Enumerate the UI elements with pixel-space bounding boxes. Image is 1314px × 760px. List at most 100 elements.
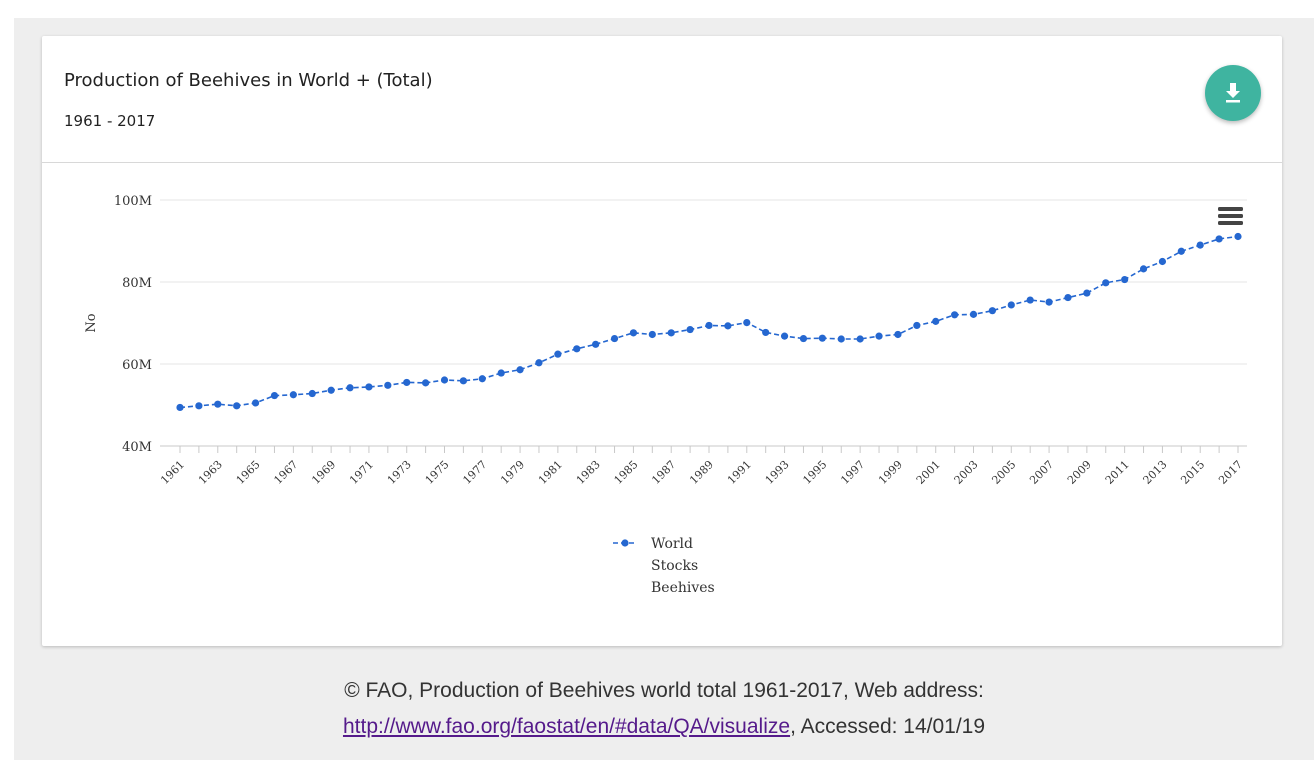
legend-marker	[621, 539, 629, 547]
x-tick-label: 1997	[838, 458, 867, 487]
data-point	[535, 359, 543, 367]
x-tick-label: 1985	[612, 458, 641, 487]
data-point	[176, 403, 184, 412]
download-button[interactable]	[1205, 65, 1261, 121]
caption-line-2: http://www.fao.org/faostat/en/#data/QA/v…	[14, 709, 1314, 745]
data-point	[1026, 296, 1034, 304]
line-chart: 40M 60M 80M 100M No 1961 1963 1965 1967 1969 1971…	[84, 194, 1247, 596]
data-point	[932, 317, 940, 325]
x-tick-label: 1973	[385, 458, 414, 487]
data-point	[1158, 257, 1167, 266]
data-point	[403, 378, 411, 387]
y-axis: 40M 60M 80M 100M No	[84, 194, 152, 455]
data-point	[440, 376, 449, 384]
data-point	[1045, 298, 1053, 306]
data-point	[308, 389, 316, 398]
data-point	[743, 318, 751, 327]
data-point	[516, 366, 524, 374]
data-point	[365, 383, 373, 391]
chart-title: Production of Beehives in World + (Total…	[64, 70, 433, 91]
data-point	[1102, 279, 1110, 287]
data-point	[554, 350, 562, 358]
x-tick-label: 1989	[687, 458, 716, 487]
x-tick-label: 1991	[725, 458, 754, 487]
data-point	[837, 335, 845, 343]
data-point	[762, 328, 770, 337]
x-tick-label: 1975	[423, 458, 452, 487]
x-axis: 1961 1963 1965 1967 1969 1971 1973 1975 1977 1979…	[158, 446, 1245, 487]
data-point	[686, 325, 694, 334]
x-tick-label: 1969	[309, 458, 338, 487]
data-point	[195, 402, 203, 410]
hamburger-menu-icon[interactable]	[1218, 207, 1243, 225]
data-point	[913, 321, 921, 330]
x-tick-label: 2003	[952, 458, 981, 487]
data-point	[1196, 241, 1204, 249]
data-point	[875, 332, 883, 340]
data-point	[270, 391, 279, 400]
data-point	[610, 334, 619, 343]
data-point	[818, 334, 826, 342]
data-point	[459, 377, 467, 385]
legend[interactable]: World Stocks Beehives	[613, 536, 715, 596]
data-point	[422, 379, 430, 387]
x-tick-label: 1965	[234, 458, 263, 487]
card-header: Production of Beehives in World + (Total…	[42, 36, 1282, 163]
y-tick-label: 100M	[114, 194, 152, 209]
data-point	[648, 330, 656, 339]
series-world-stocks-beehives	[176, 232, 1242, 412]
legend-label: Beehives	[651, 580, 715, 596]
x-tick-label: 2011	[1103, 458, 1132, 487]
data-point	[629, 329, 638, 337]
data-point	[384, 381, 392, 389]
data-point	[478, 375, 486, 383]
data-point	[951, 311, 959, 319]
data-point	[573, 345, 581, 353]
data-point	[894, 330, 902, 339]
source-link[interactable]: http://www.fao.org/faostat/en/#data/QA/v…	[342, 715, 791, 738]
data-point	[1121, 275, 1129, 284]
y-axis-title: No	[84, 313, 99, 332]
caption-line-1: © FAO, Production of Beehives world tota…	[344, 679, 984, 702]
data-point	[327, 386, 335, 394]
data-point	[289, 391, 297, 399]
x-tick-label: 2005	[989, 458, 1018, 487]
x-tick-label: 1987	[649, 458, 678, 487]
legend-label: World	[651, 536, 693, 552]
x-tick-label: 2009	[1065, 458, 1094, 487]
x-tick-label: 2017	[1216, 458, 1245, 487]
data-point	[214, 400, 222, 408]
x-tick-label: 1979	[498, 458, 527, 487]
chart-card: Production of Beehives in World + (Total…	[42, 36, 1282, 646]
y-tick-label: 80M	[122, 276, 152, 291]
data-point	[1234, 232, 1242, 241]
data-point	[1215, 235, 1223, 243]
x-tick-label: 2007	[1027, 458, 1056, 487]
y-tick-label: 60M	[122, 358, 152, 373]
data-point	[233, 402, 241, 410]
x-tick-label: 2001	[914, 458, 943, 487]
x-tick-label: 1981	[536, 458, 565, 487]
chart-subtitle: 1961 - 2017	[64, 112, 156, 130]
x-tick-label: 1967	[271, 458, 300, 487]
data-point	[1007, 301, 1015, 309]
x-tick-label: 1963	[196, 458, 225, 487]
data-point	[667, 329, 675, 337]
x-tick-label: 1961	[158, 458, 187, 487]
x-tick-label: 1977	[460, 458, 489, 487]
grid-lines	[160, 199, 1247, 447]
source-caption: © FAO, Production of Beehives world tota…	[14, 673, 1314, 745]
x-tick-label: 1983	[574, 458, 603, 487]
data-point	[856, 335, 864, 343]
y-tick-label: 40M	[122, 440, 152, 455]
data-point	[705, 321, 713, 330]
data-point	[1139, 265, 1148, 273]
legend-label: Stocks	[651, 558, 698, 574]
page-background: Production of Beehives in World + (Total…	[14, 18, 1314, 760]
data-point	[1083, 289, 1091, 297]
data-point	[1177, 247, 1185, 255]
data-point	[251, 399, 260, 407]
data-point	[780, 332, 789, 340]
data-point	[724, 322, 732, 330]
data-point	[799, 334, 808, 343]
